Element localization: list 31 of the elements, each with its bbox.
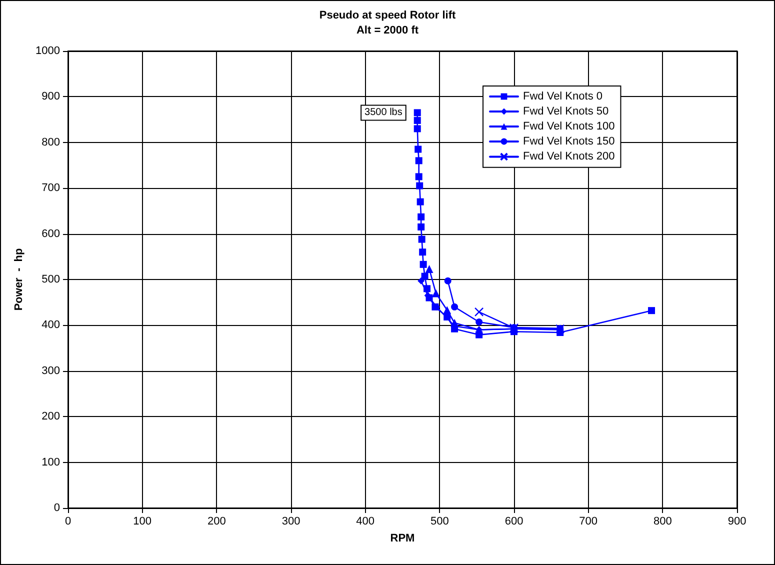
annotation: 3500 lbs (364, 107, 402, 118)
legend-label: Fwd Vel Knots 0 (523, 90, 602, 102)
x-tick-label: 100 (133, 516, 152, 528)
y-tick-label: 800 (42, 136, 60, 148)
y-tick-label: 400 (42, 319, 60, 332)
x-tick-label: 900 (728, 516, 746, 528)
y-tick-label: 500 (42, 274, 60, 286)
y-tick-label: 700 (42, 182, 60, 194)
y-tick-label: 0 (54, 502, 60, 514)
legend-label: Fwd Vel Knots 200 (523, 150, 615, 163)
x-tick-label: 700 (579, 516, 598, 528)
legend-label: Fwd Vel Knots 50 (523, 106, 609, 118)
x-tick-label: 0 (64, 516, 72, 528)
y-tick-label: 200 (42, 410, 60, 423)
x-tick-label: 200 (207, 516, 226, 528)
x-tick-label: 800 (653, 516, 672, 528)
legend-label: Fwd Vel Knots 150 (523, 136, 615, 148)
x-tick-label: 600 (504, 516, 524, 528)
x-axis-title: RPM (390, 532, 415, 544)
x-tick-label: 400 (356, 516, 375, 528)
y-tick-label: 300 (42, 364, 60, 377)
chart-title: Pseudo at speed Rotor lift (319, 10, 456, 22)
y-tick-label: 600 (42, 228, 60, 240)
x-tick-label: 500 (430, 516, 449, 528)
x-tick-label: 300 (282, 516, 300, 528)
y-tick-label: 900 (42, 90, 60, 103)
legend-label: Fwd Vel Knots 100 (523, 120, 615, 132)
y-tick-label: 1000 (36, 45, 60, 57)
y-tick-label: 100 (42, 456, 60, 468)
chart-subtitle: Alt = 2000 ft (356, 24, 419, 36)
y-axis-title: Power - hp (13, 248, 26, 311)
